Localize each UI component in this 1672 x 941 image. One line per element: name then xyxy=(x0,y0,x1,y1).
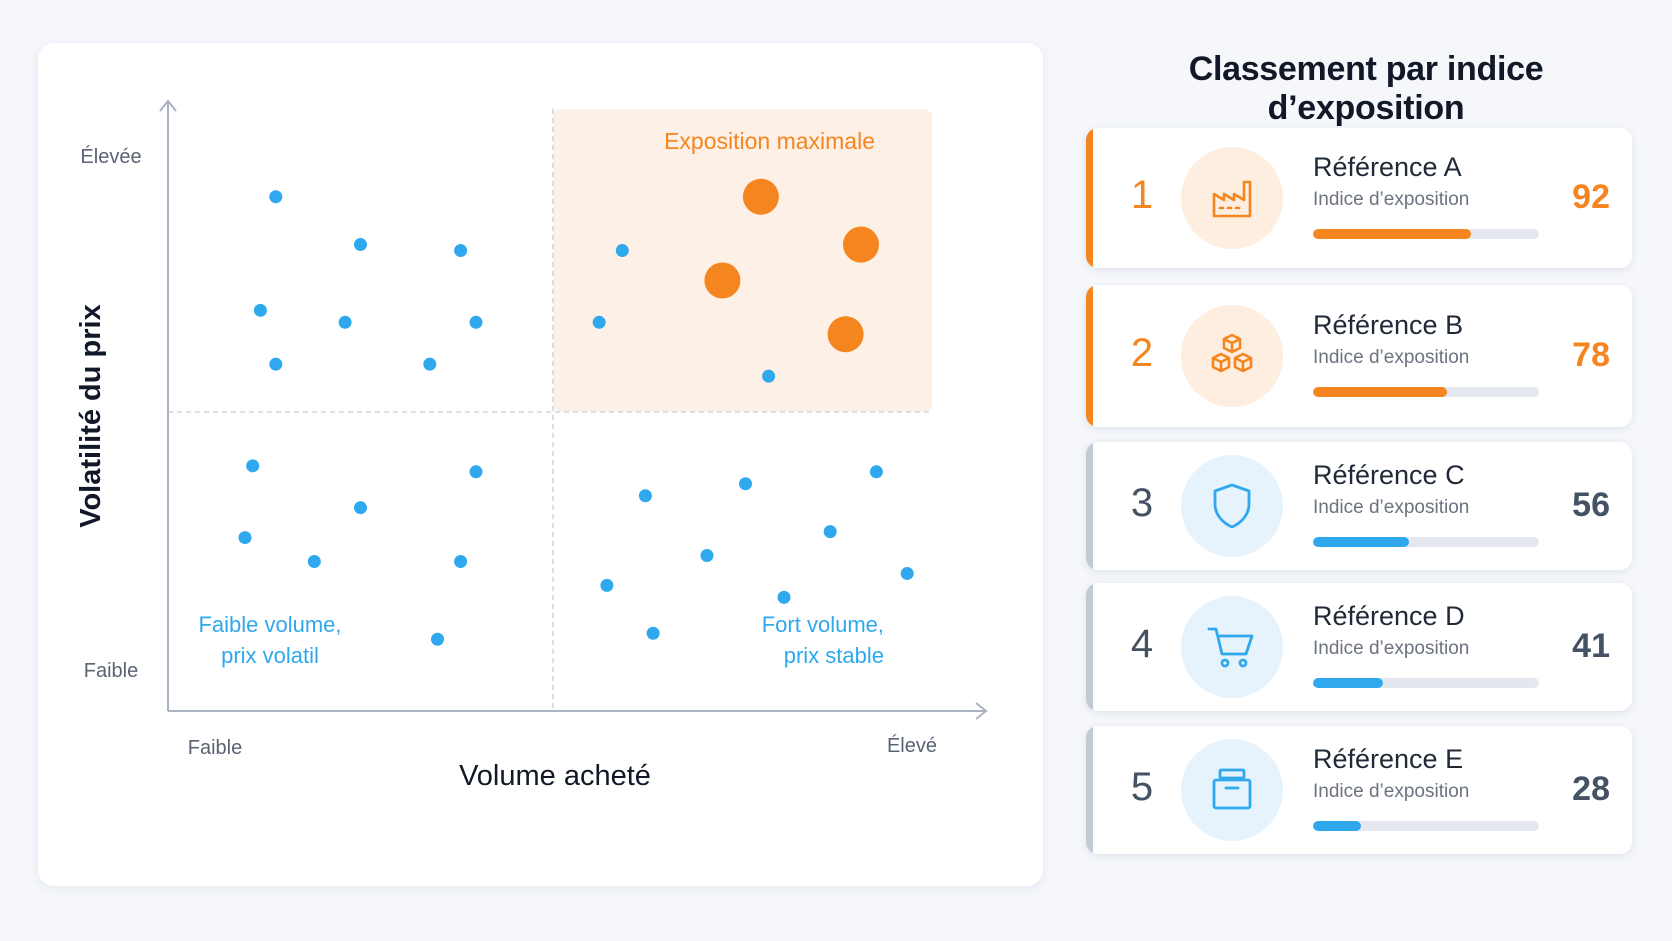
highlighted-data-point xyxy=(704,262,741,299)
archive-box-icon xyxy=(1181,739,1283,841)
rank-subtitle: Indice d’exposition xyxy=(1313,781,1470,802)
quadrant-label-bottom-right-line1: Fort volume, xyxy=(762,612,884,637)
data-point xyxy=(354,238,367,252)
data-point xyxy=(700,549,714,563)
highlighted-data-point xyxy=(827,316,864,353)
exposure-index-bar-fill xyxy=(1313,229,1472,239)
exposure-index-bar-track xyxy=(1313,678,1539,688)
y-tick-label-low: Faible xyxy=(84,660,138,682)
ranking-item[interactable]: 4 Référence D Indice d’exposition 41 xyxy=(1086,583,1632,711)
cart-icon xyxy=(1181,596,1283,698)
data-point xyxy=(431,632,444,646)
exposure-index-bar-track xyxy=(1313,821,1539,831)
data-point xyxy=(823,525,837,539)
rank-name: Référence C xyxy=(1313,460,1465,490)
data-point xyxy=(307,555,321,568)
data-point xyxy=(638,489,652,503)
data-point xyxy=(900,566,914,580)
rank-name: Référence D xyxy=(1313,601,1465,631)
data-point xyxy=(238,531,252,545)
exposure-index-bar-track xyxy=(1313,229,1539,239)
data-point xyxy=(354,501,367,515)
data-point xyxy=(338,315,352,329)
highlighted-data-point xyxy=(742,178,779,215)
rank-name: Référence B xyxy=(1313,310,1464,340)
rank-subtitle: Indice d’exposition xyxy=(1313,189,1470,210)
data-point xyxy=(615,244,629,258)
exposure-index-bar-fill xyxy=(1313,387,1447,397)
data-point xyxy=(423,357,437,371)
y-axis-title: Volatilité du prix xyxy=(75,304,107,527)
rank-accent-bar xyxy=(1086,442,1093,570)
rank-accent-bar xyxy=(1086,583,1093,711)
rank-subtitle: Indice d’exposition xyxy=(1313,497,1470,518)
x-tick-label-low: Faible xyxy=(188,737,242,759)
data-point xyxy=(246,459,260,473)
quadrant-label-bottom-right-line2: prix stable xyxy=(784,643,884,668)
rank-number: 2 xyxy=(1130,331,1154,375)
quadrant-label-bottom-left-line1: Faible volume, xyxy=(198,612,341,637)
data-point xyxy=(762,369,776,383)
exposure-index-bar-fill xyxy=(1313,821,1362,831)
exposure-index-value: 28 xyxy=(1572,770,1610,808)
data-point xyxy=(269,357,283,371)
data-point xyxy=(469,465,483,479)
data-point xyxy=(592,315,606,329)
data-point xyxy=(777,590,791,604)
quadrant-label-bottom-left-line2: prix volatil xyxy=(221,643,319,668)
exposure-index-bar-fill xyxy=(1313,678,1384,688)
data-point xyxy=(269,190,283,204)
ranking-item[interactable]: 2 Référence B Indice d’exposition 78 xyxy=(1086,285,1632,427)
rank-number: 4 xyxy=(1130,622,1154,666)
exposure-scatter-chart: Élevée Faible Faible Élevé Volume acheté Vola… xyxy=(75,99,988,792)
exposure-index-value: 78 xyxy=(1572,336,1610,374)
data-point xyxy=(253,303,267,317)
exposure-index-bar-track xyxy=(1313,537,1539,547)
ranking-item[interactable]: 3 Référence C Indice d’exposition 56 xyxy=(1086,442,1632,570)
x-axis-title: Volume acheté xyxy=(459,760,651,792)
ranking-item[interactable]: 1 Référence A Indice d’exposition 92 xyxy=(1086,128,1632,268)
x-tick-label-high: Élevé xyxy=(887,734,937,757)
exposure-index-value: 56 xyxy=(1572,486,1610,524)
rank-number: 3 xyxy=(1130,481,1154,525)
rank-subtitle: Indice d’exposition xyxy=(1313,638,1470,659)
data-point xyxy=(646,626,660,640)
data-point xyxy=(469,315,483,329)
exposure-index-value: 92 xyxy=(1572,178,1610,216)
rank-name: Référence A xyxy=(1313,152,1462,182)
exposure-index-bar-track xyxy=(1313,387,1539,397)
high-exposure-zone xyxy=(553,109,932,412)
rank-number: 1 xyxy=(1130,173,1154,217)
quadrant-label-top-right: Exposition maximale xyxy=(664,128,875,154)
exposure-index-value: 41 xyxy=(1572,627,1610,665)
y-axis-arrow xyxy=(159,99,177,112)
rank-subtitle: Indice d’exposition xyxy=(1313,347,1470,368)
data-point xyxy=(454,555,468,568)
factory-icon xyxy=(1181,147,1283,249)
data-point xyxy=(600,578,614,592)
rank-accent-bar xyxy=(1086,285,1093,427)
data-point xyxy=(739,477,752,491)
y-tick-label-high: Élevée xyxy=(80,145,141,168)
rank-accent-bar xyxy=(1086,726,1093,854)
highlighted-data-point xyxy=(843,226,879,263)
data-point xyxy=(869,465,883,479)
ranking-title: Classement par indice d’exposition xyxy=(1188,50,1544,127)
ranking-item[interactable]: 5 Référence E Indice d’exposition 28 xyxy=(1086,726,1632,854)
x-axis-arrow xyxy=(975,702,988,720)
exposure-index-bar-fill xyxy=(1313,537,1410,547)
boxes-icon xyxy=(1181,305,1283,407)
data-point xyxy=(454,244,468,258)
shield-icon xyxy=(1181,455,1283,557)
rank-accent-bar xyxy=(1086,128,1093,268)
rank-name: Référence E xyxy=(1313,744,1464,774)
rank-number: 5 xyxy=(1130,765,1154,809)
